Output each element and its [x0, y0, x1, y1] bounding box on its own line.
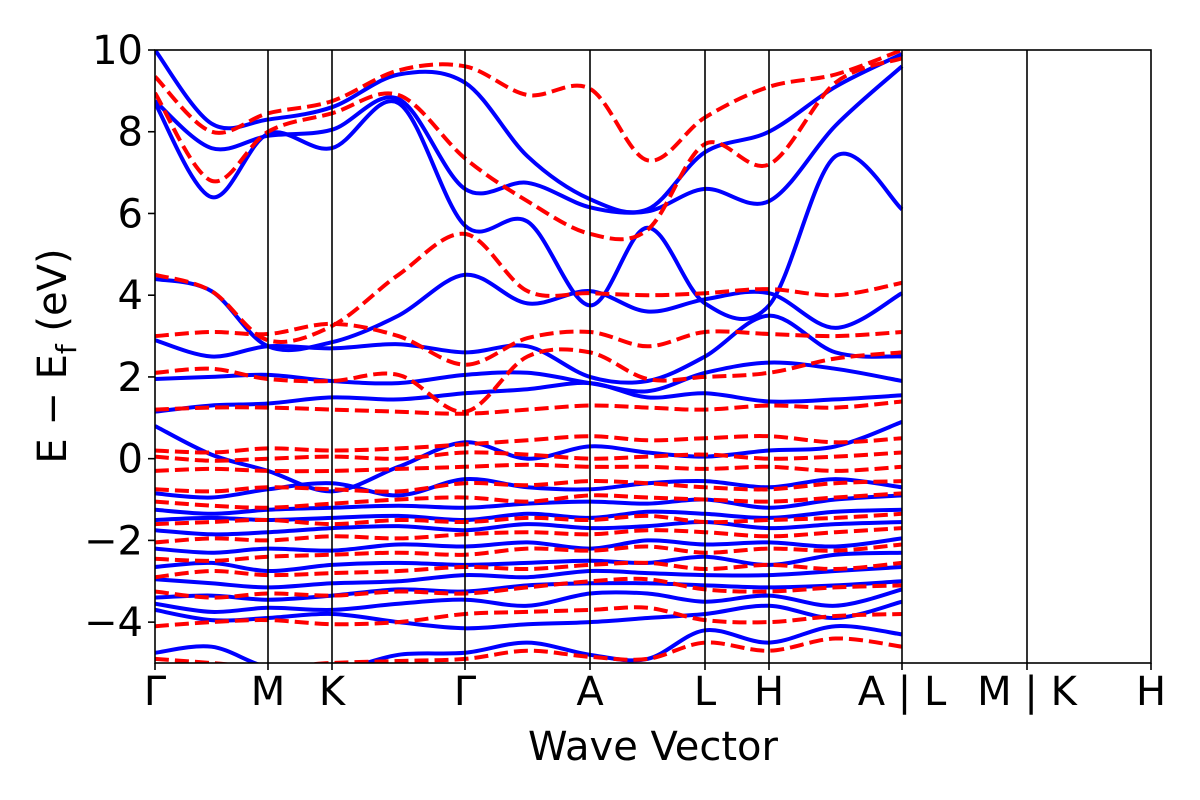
- y-tick-label: 0: [118, 437, 143, 483]
- y-tick-label: 10: [92, 28, 143, 74]
- blue-band-17: [155, 64, 904, 215]
- blue-band-7: [155, 519, 903, 537]
- y-axis-title-main: E − E: [30, 354, 76, 464]
- y-tick-label: 2: [118, 355, 143, 401]
- x-tick-label-1: Γ: [144, 669, 167, 715]
- y-tick-label: −2: [84, 518, 143, 564]
- x-tick-label-8: A | L: [858, 669, 947, 715]
- blue-band-9: [155, 493, 903, 516]
- x-tick-label-9: M | K: [977, 669, 1078, 715]
- red-dashed-band-13: [155, 347, 903, 414]
- x-tick-label-3: K: [319, 669, 347, 715]
- y-axis-ticks: −4 −2 0 2 4 6 8 10: [84, 28, 155, 646]
- red-dashed-band-9: [155, 462, 903, 474]
- x-axis-title: Wave Vector: [528, 724, 779, 770]
- y-axis-title: E − Ef (eV): [30, 248, 83, 463]
- blue-band-11: [155, 420, 903, 494]
- red-dashed-band-5: [155, 526, 903, 545]
- x-tick-label-5: A: [576, 669, 604, 715]
- red-dashed-band-16: [155, 56, 903, 242]
- x-tick-label-6: L: [694, 669, 717, 715]
- red-dashed-band-15: [155, 231, 903, 344]
- bands-layer: [155, 50, 904, 663]
- y-tick-label: 6: [118, 191, 143, 237]
- plot-frame: [154, 49, 1152, 664]
- y-axis-title-unit: (eV): [30, 248, 76, 344]
- x-tick-label-10: H: [1136, 669, 1166, 715]
- y-tick-label: 8: [118, 110, 143, 156]
- x-tick-label-4: Γ: [454, 669, 477, 715]
- red-dashed-band-0: [155, 636, 903, 663]
- y-axis-title-subscript: f: [50, 343, 83, 354]
- blue-band-0: [155, 624, 903, 663]
- y-tick-label: 4: [118, 273, 143, 319]
- x-tick-label-2: M: [251, 669, 286, 715]
- x-tick-label-7: H: [754, 669, 784, 715]
- high-symmetry-lines: [267, 50, 1028, 663]
- y-tick-label: −4: [84, 600, 143, 646]
